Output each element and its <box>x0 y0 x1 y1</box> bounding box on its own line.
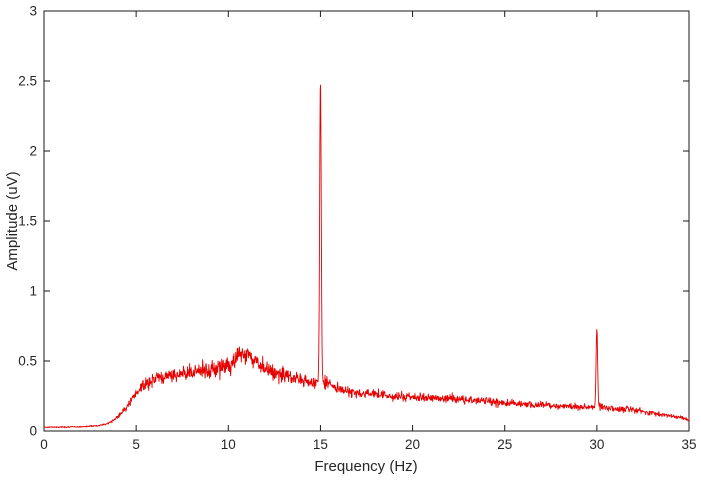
axis-box <box>43 10 690 432</box>
y-tick-label: 1 <box>29 284 37 299</box>
y-tick-label: 3 <box>29 4 37 19</box>
axis-ticks <box>43 10 690 432</box>
axis-tick-labels: 0 5 10 15 20 25 30 35 0 0.5 1 1.5 2 2.5 3 <box>18 4 696 453</box>
x-tick-label: 35 <box>681 437 696 452</box>
y-tick-label: 0.5 <box>18 354 37 369</box>
x-tick-label: 10 <box>221 437 236 452</box>
y-tick-label: 0 <box>29 424 37 439</box>
x-tick-label: 5 <box>132 437 140 452</box>
x-tick-label: 30 <box>589 437 604 452</box>
x-tick-label: 25 <box>497 437 512 452</box>
x-axis-label: Frequency (Hz) <box>314 458 417 475</box>
y-tick-label: 1.5 <box>18 214 37 229</box>
x-tick-label: 20 <box>405 437 420 452</box>
y-tick-label: 2.5 <box>18 74 37 89</box>
y-tick-label: 2 <box>29 144 37 159</box>
x-tick-label: 0 <box>40 437 48 452</box>
spectrum-line <box>43 84 690 429</box>
x-tick-label: 15 <box>313 437 328 452</box>
y-axis-label: Amplitude (uV) <box>4 171 21 270</box>
